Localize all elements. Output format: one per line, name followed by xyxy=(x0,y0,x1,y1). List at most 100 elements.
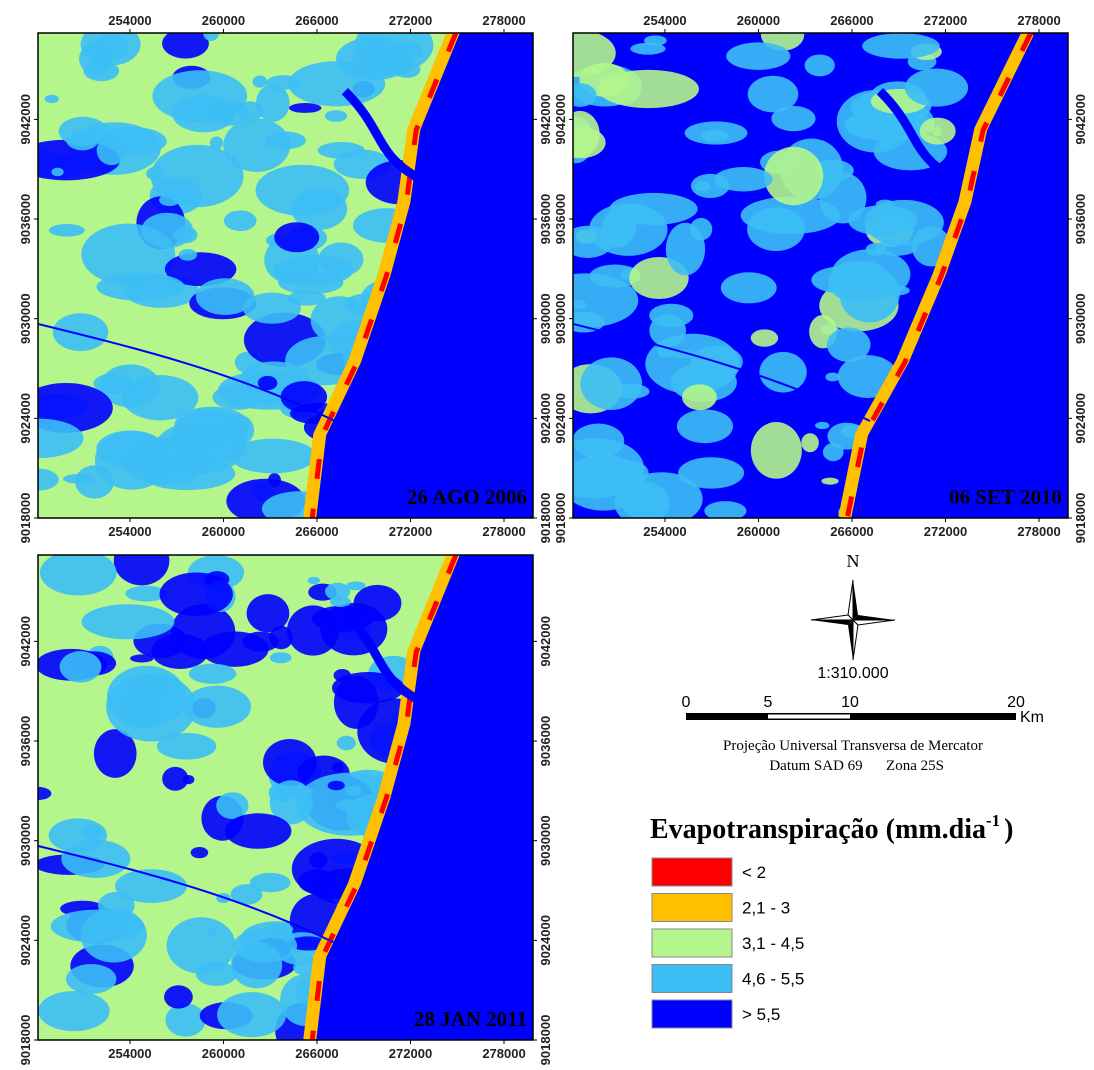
land-patch xyxy=(82,604,175,639)
land-patch xyxy=(61,840,130,878)
x-tick-label: 278000 xyxy=(1017,524,1060,539)
land-patch xyxy=(130,654,154,662)
x-tick-label: 278000 xyxy=(1017,13,1060,28)
land-patch xyxy=(274,222,319,252)
datum: Datum SAD 69 xyxy=(769,758,862,774)
land-patch xyxy=(821,478,838,485)
land-patch xyxy=(207,927,218,935)
x-tick-label: 278000 xyxy=(482,13,525,28)
y-tick-label: 9042000 xyxy=(1073,94,1088,145)
y-tick-label: 9024000 xyxy=(18,393,33,444)
land-patch xyxy=(60,651,102,682)
land-patch xyxy=(159,194,180,206)
y-tick-label: 9042000 xyxy=(18,616,33,667)
x-tick-label: 272000 xyxy=(389,13,432,28)
land-patch xyxy=(288,61,385,106)
legend-label: 3,1 - 4,5 xyxy=(742,934,804,953)
land-patch xyxy=(563,83,596,107)
legend-label: < 2 xyxy=(742,863,766,882)
land-patch xyxy=(146,167,165,181)
land-patch xyxy=(685,121,748,144)
legend-swatch xyxy=(652,965,732,993)
land-patch xyxy=(152,70,247,122)
land-patch xyxy=(318,242,363,276)
land-patch xyxy=(649,304,693,327)
x-tick-label: 266000 xyxy=(830,524,873,539)
land-patch xyxy=(167,917,236,973)
x-tick-label: 260000 xyxy=(202,13,245,28)
land-patch xyxy=(256,165,350,216)
y-tick-label: 9018000 xyxy=(1073,493,1088,544)
land-patch xyxy=(373,60,411,77)
land-patch xyxy=(98,892,135,919)
y-tick-label: 9042000 xyxy=(538,94,553,145)
map-panel xyxy=(533,18,1068,525)
y-tick-label: 9036000 xyxy=(18,716,33,767)
land-patch xyxy=(217,992,286,1037)
land-patch xyxy=(769,215,804,232)
x-tick-label: 254000 xyxy=(643,524,686,539)
land-patch xyxy=(189,664,237,684)
land-patch xyxy=(166,1003,206,1036)
x-tick-label: 266000 xyxy=(295,1046,338,1061)
projection: Projeção Universal Transversa de Mercato… xyxy=(723,738,983,754)
y-tick-label: 9030000 xyxy=(538,815,553,866)
x-tick-label: 272000 xyxy=(389,1046,432,1061)
land-patch xyxy=(159,573,232,617)
y-tick-label: 9042000 xyxy=(18,94,33,145)
land-patch xyxy=(216,792,248,819)
x-tick-label: 272000 xyxy=(389,524,432,539)
land-patch xyxy=(287,605,339,655)
y-tick-label: 9036000 xyxy=(553,194,568,245)
land-patch xyxy=(196,278,255,315)
map-panel xyxy=(25,536,533,1059)
north-arrow xyxy=(811,580,895,660)
land-patch xyxy=(224,210,257,231)
land-patch xyxy=(265,131,306,149)
land-patch xyxy=(325,110,347,122)
land-patch xyxy=(393,42,422,60)
x-tick-label: 266000 xyxy=(295,13,338,28)
land-patch xyxy=(801,433,819,452)
scale-tick: 5 xyxy=(764,694,773,711)
land-patch xyxy=(281,381,327,413)
land-patch xyxy=(764,147,823,206)
x-tick-label: 260000 xyxy=(202,1046,245,1061)
scale-ratio: 1:310.000 xyxy=(817,665,888,682)
land-patch xyxy=(66,131,98,151)
x-tick-label: 260000 xyxy=(737,13,780,28)
legend-swatch xyxy=(652,929,732,957)
x-tick-label: 266000 xyxy=(295,524,338,539)
land-patch xyxy=(823,443,844,461)
land-patch xyxy=(330,596,351,607)
land-patch xyxy=(345,786,362,797)
land-patch xyxy=(141,213,193,248)
map-date: 06 SET 2010 xyxy=(949,485,1062,509)
land-patch xyxy=(695,181,711,191)
legend-swatch xyxy=(652,858,732,886)
y-tick-label: 9024000 xyxy=(18,915,33,966)
land-patch xyxy=(682,384,717,410)
land-patch xyxy=(53,313,108,351)
land-patch xyxy=(97,273,185,301)
x-tick-label: 254000 xyxy=(108,13,151,28)
land-patch xyxy=(107,666,186,728)
y-tick-label: 9042000 xyxy=(553,94,568,145)
legend-label: > 5,5 xyxy=(742,1005,780,1024)
legend-title: Evapotranspiração (mm.dia-1) xyxy=(650,811,1014,845)
y-tick-label: 9030000 xyxy=(1073,293,1088,344)
y-tick-label: 9036000 xyxy=(538,194,553,245)
land-patch xyxy=(114,536,170,585)
land-patch xyxy=(644,35,667,46)
x-tick-label: 272000 xyxy=(924,524,967,539)
land-patch xyxy=(337,736,356,751)
y-tick-label: 9024000 xyxy=(553,393,568,444)
land-patch xyxy=(881,285,910,295)
land-patch xyxy=(157,733,216,760)
land-patch xyxy=(328,781,345,790)
figure: N 1:310.000 0 5 10 20 Km Projeção Univer… xyxy=(0,0,1094,1070)
x-tick-label: 278000 xyxy=(482,524,525,539)
y-tick-label: 9018000 xyxy=(553,493,568,544)
land-patch xyxy=(920,118,956,145)
y-tick-label: 9030000 xyxy=(18,815,33,866)
